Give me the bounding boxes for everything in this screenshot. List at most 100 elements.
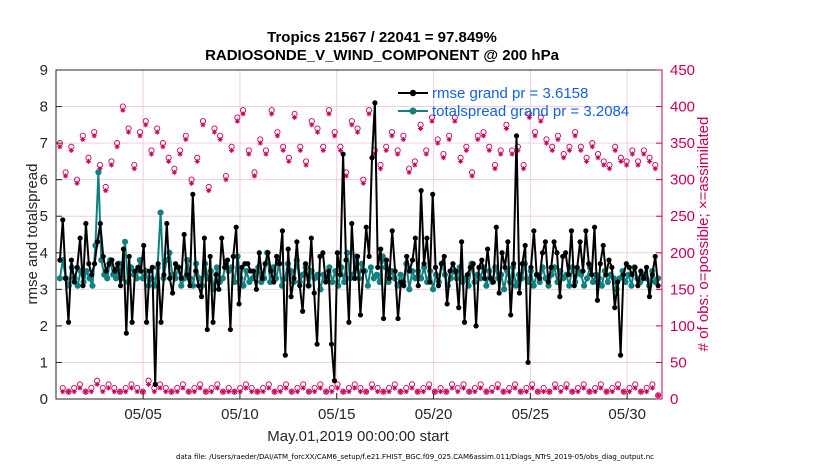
rmse-point xyxy=(620,272,627,278)
rmse-point xyxy=(554,250,560,256)
obs-assimilated-marker xyxy=(472,389,478,395)
obs-assimilated-marker xyxy=(509,151,515,157)
obs-assimilated-marker xyxy=(208,389,215,395)
rmse-point xyxy=(534,272,540,278)
obs-assimilated-marker xyxy=(60,389,66,395)
obs-assimilated-marker xyxy=(120,107,126,113)
rmse-point xyxy=(68,257,75,263)
obs-assimilated-marker xyxy=(226,389,232,395)
obs-assimilated-marker xyxy=(260,389,266,395)
obs-assimilated-marker xyxy=(486,147,492,154)
rmse-point xyxy=(502,264,508,270)
rmse-point xyxy=(120,246,127,252)
spread-point xyxy=(240,282,247,289)
obs-assimilated-marker xyxy=(143,122,149,128)
rmse-point xyxy=(649,272,655,278)
spread-point xyxy=(512,282,520,289)
obs-assimilated-marker xyxy=(320,147,326,154)
rmse-point xyxy=(464,272,470,278)
rmse-point xyxy=(461,319,468,325)
rmse-point xyxy=(629,272,635,278)
obs-assimilated-marker xyxy=(289,389,295,395)
obs-assimilated-marker xyxy=(163,389,169,395)
obs-assimilated-marker xyxy=(518,389,524,395)
obs-count-series xyxy=(56,103,662,399)
x-tick-label: 05/20 xyxy=(415,406,453,423)
obs-assimilated-marker xyxy=(629,151,635,157)
obs-assimilated-marker xyxy=(283,385,289,391)
legend: rmse grand pr = 3.6158 totalspread grand… xyxy=(398,85,629,120)
spread-point xyxy=(74,282,81,289)
obs-assimilated-marker xyxy=(369,385,375,391)
rmse-point xyxy=(551,239,557,245)
obs-assimilated-marker xyxy=(621,389,627,395)
obs-assimilated-marker xyxy=(71,389,77,395)
y-right-tick-label: 350 xyxy=(670,135,695,152)
rmse-point xyxy=(473,323,479,329)
obs-assimilated-marker xyxy=(151,389,157,395)
obs-assimilated-marker xyxy=(203,389,209,395)
obs-assimilated-marker xyxy=(563,385,570,391)
obs-assimilated-marker xyxy=(263,151,269,157)
rmse-point xyxy=(216,286,222,292)
x-axis-label: May.01,2019 00:00:00 start xyxy=(267,428,449,445)
rmse-point xyxy=(184,272,190,278)
rmse-point xyxy=(450,261,456,267)
spread-point xyxy=(397,271,404,278)
spread-point xyxy=(604,278,611,286)
obs-assimilated-marker xyxy=(297,147,303,154)
rmse-point xyxy=(545,279,551,285)
obs-assimilated-marker xyxy=(349,122,355,128)
obs-assimilated-marker xyxy=(583,158,590,164)
obs-assimilated-marker xyxy=(520,166,527,172)
spread-point xyxy=(406,286,413,293)
y-tick-label: 4 xyxy=(40,245,48,262)
obs-assimilated-marker xyxy=(375,389,381,395)
obs-assimilated-marker xyxy=(383,147,389,154)
obs-assimilated-marker xyxy=(214,385,220,391)
rmse-point xyxy=(496,290,502,296)
obs-assimilated-marker xyxy=(354,129,361,135)
obs-assimilated-marker xyxy=(632,385,638,391)
rmse-point xyxy=(57,257,63,263)
obs-assimilated-marker xyxy=(638,389,644,395)
rmse-point xyxy=(404,253,410,260)
obs-assimilated-marker xyxy=(266,385,272,391)
obs-assimilated-marker xyxy=(314,129,321,135)
rmse-point xyxy=(375,264,381,270)
obs-assimilated-marker xyxy=(495,385,501,391)
obs-assimilated-marker xyxy=(309,122,315,128)
obs-assimilated-marker xyxy=(432,389,438,395)
obs-assimilated-marker xyxy=(615,385,621,391)
obs-assimilated-marker xyxy=(180,385,186,391)
y-tick-label: 1 xyxy=(40,354,48,371)
rmse-point xyxy=(655,283,661,289)
rmse-point xyxy=(135,264,141,270)
y-tick-label: 5 xyxy=(40,208,48,225)
rmse-point xyxy=(97,220,103,227)
y-right-tick-label: 200 xyxy=(670,245,695,262)
rmse-point xyxy=(106,261,112,267)
obs-assimilated-marker xyxy=(644,389,650,395)
rmse-point xyxy=(522,242,528,249)
rmse-point xyxy=(467,264,473,270)
obs-assimilated-marker xyxy=(624,162,630,168)
obs-assimilated-marker xyxy=(154,129,160,135)
obs-assimilated-marker xyxy=(649,385,656,391)
rmse-point xyxy=(643,264,650,270)
obs-assimilated-marker xyxy=(343,173,349,179)
obs-assimilated-marker xyxy=(65,389,72,395)
obs-assimilated-marker xyxy=(77,385,83,391)
rmse-point xyxy=(470,261,476,267)
obs-assimilated-marker xyxy=(598,385,604,391)
chart-title: Tropics 21567 / 22041 = 97.849% xyxy=(267,29,497,46)
chart-subtitle: RADIOSONDE_V_WIND_COMPONENT @ 200 hPa xyxy=(205,47,560,64)
obs-assimilated-marker xyxy=(257,140,263,146)
obs-assimilated-marker xyxy=(251,173,258,179)
obs-assimilated-marker xyxy=(480,133,487,139)
y-tick-label: 8 xyxy=(40,99,48,116)
rmse-point xyxy=(392,268,398,274)
obs-assimilated-marker xyxy=(543,140,550,146)
obs-assimilated-marker xyxy=(475,136,481,143)
